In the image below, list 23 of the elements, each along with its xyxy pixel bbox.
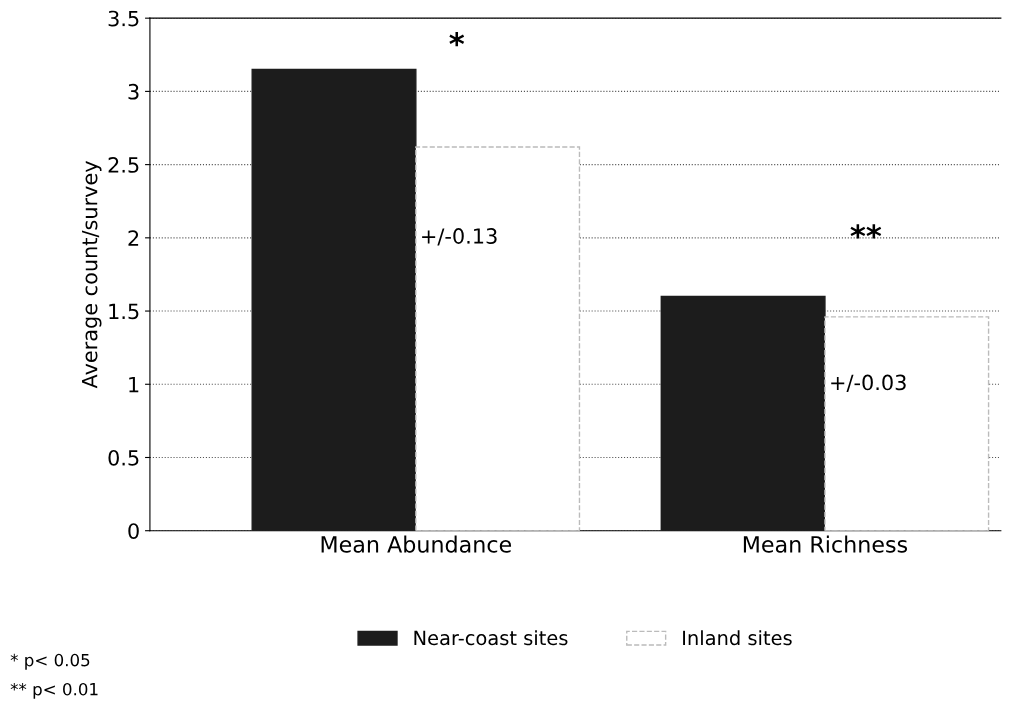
annotation: * bbox=[449, 32, 465, 47]
text: ** p< 0.01 bbox=[10, 682, 98, 699]
y-tick-label: 1.5 bbox=[109, 303, 139, 320]
legend-label: Inland sites bbox=[683, 630, 792, 646]
y-axis-title: Average count/survey bbox=[81, 161, 102, 389]
y-tick-label: 0.5 bbox=[108, 449, 139, 466]
bar bbox=[660, 295, 826, 531]
bar bbox=[251, 68, 417, 531]
annotation: ** bbox=[850, 224, 882, 239]
legend-label: Near-coast sites bbox=[414, 630, 568, 646]
annotation: +/-0.03 bbox=[831, 374, 906, 392]
annotation: +/-0.13 bbox=[422, 228, 497, 246]
y-tick-label: 3 bbox=[128, 83, 139, 100]
y-tick-label: 2.5 bbox=[108, 157, 139, 173]
y-tick-label: 1 bbox=[129, 377, 139, 393]
y-tick-label: 3.5 bbox=[108, 10, 139, 27]
x-tick-label: Mean Richness bbox=[743, 535, 908, 553]
y-tick-label: 0 bbox=[128, 523, 139, 539]
bar bbox=[415, 146, 581, 531]
y-tick-label: 2 bbox=[128, 230, 139, 246]
x-tick-label: Mean Abundance bbox=[321, 535, 512, 553]
bar bbox=[824, 316, 990, 531]
text: * p< 0.05 bbox=[10, 653, 90, 670]
